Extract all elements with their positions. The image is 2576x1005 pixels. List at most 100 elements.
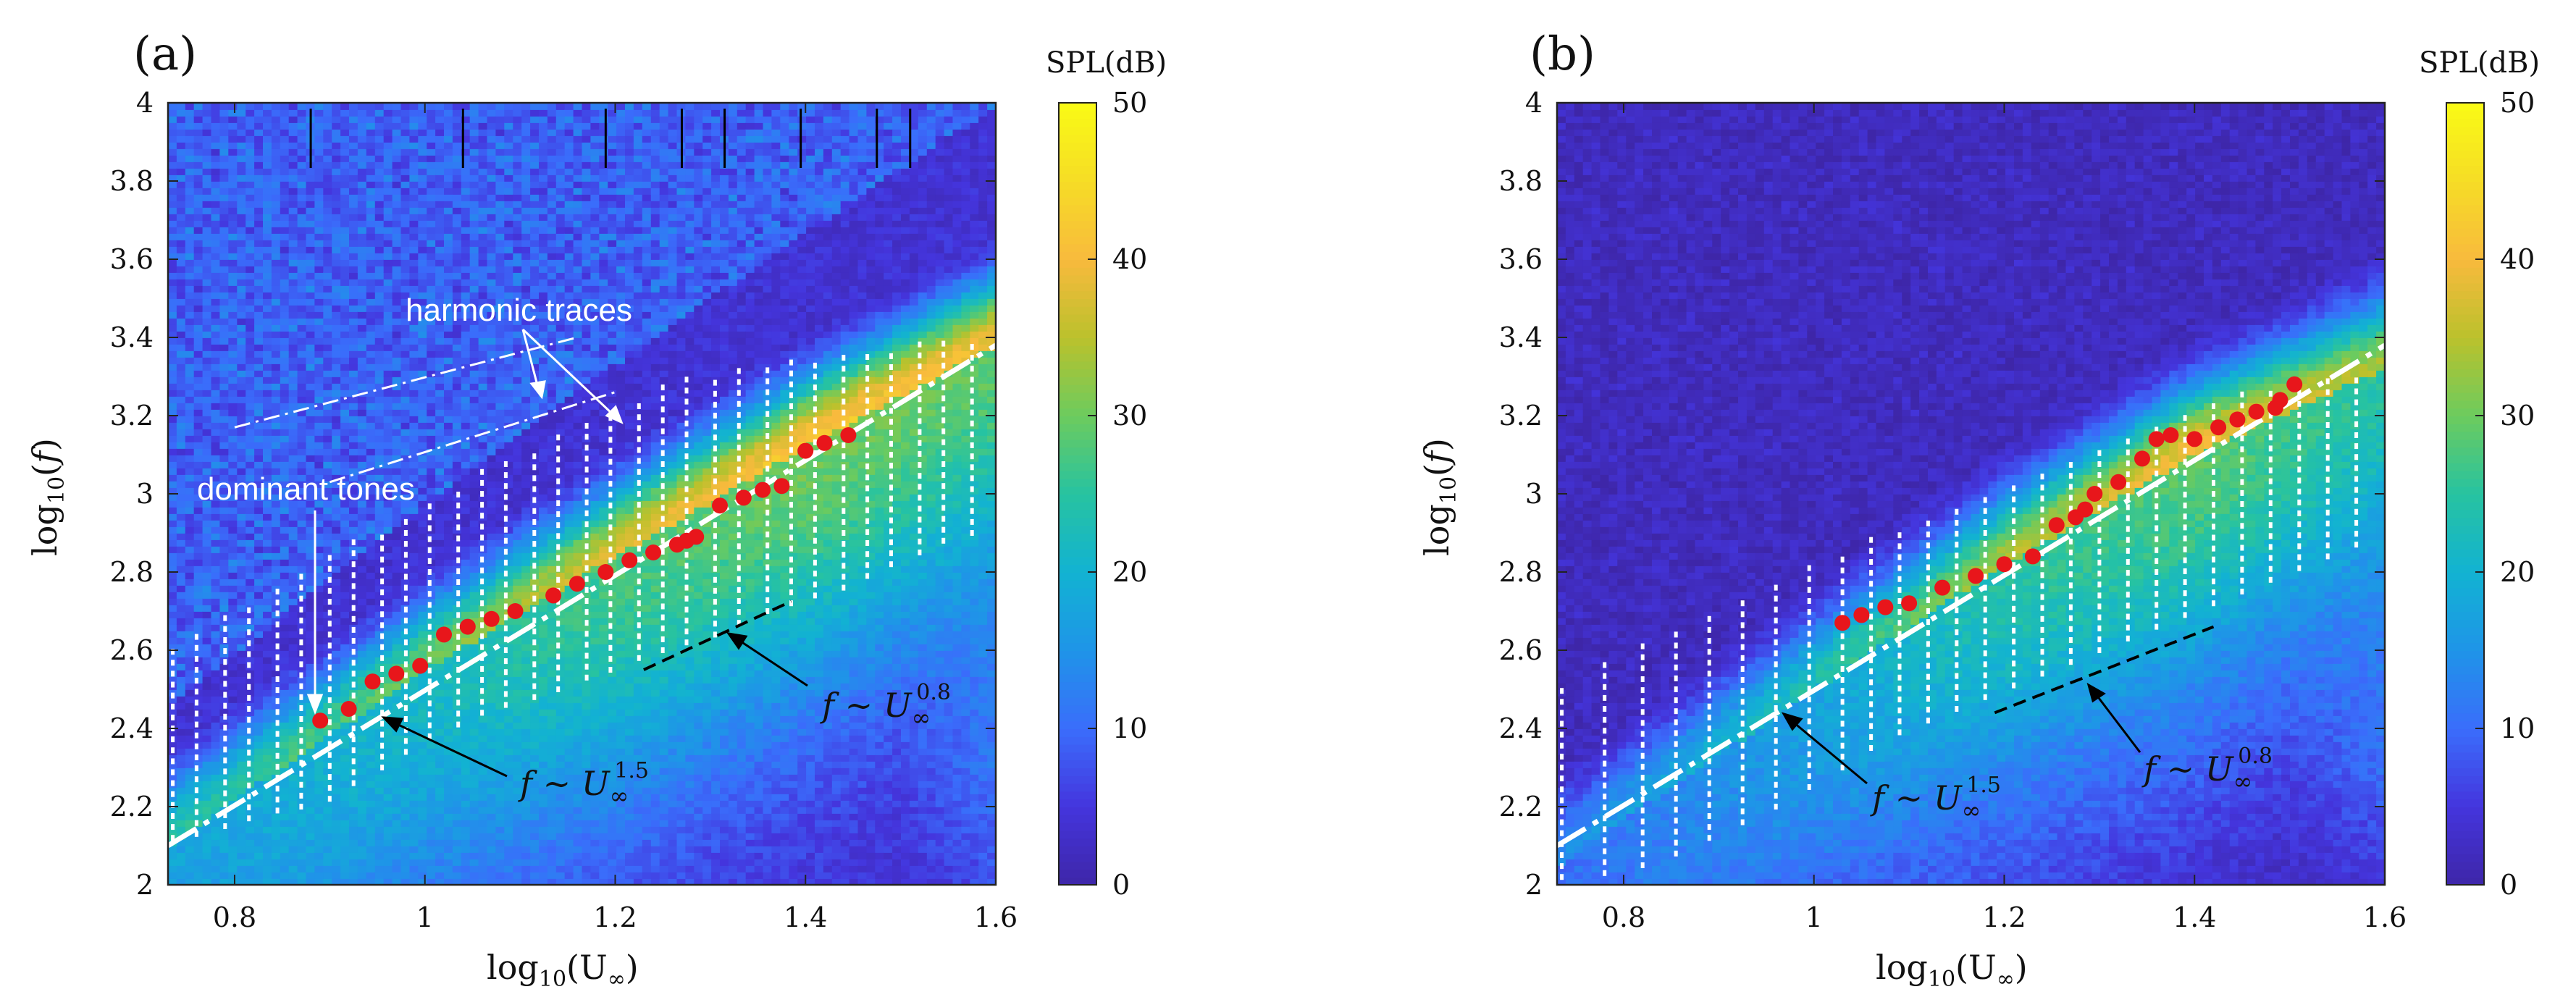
- heatmap-cell: [444, 455, 453, 462]
- heatmap-cell: [219, 227, 230, 234]
- heatmap-cell: [176, 794, 186, 801]
- heatmap-cell: [427, 350, 436, 358]
- heatmap-cell: [219, 526, 230, 534]
- heatmap-cell: [513, 585, 523, 592]
- heatmap-cell: [383, 448, 393, 455]
- heatmap-cell: [288, 311, 298, 319]
- heatmap-cell: [193, 474, 204, 482]
- heatmap-cell: [469, 103, 479, 110]
- heatmap-cell: [427, 155, 436, 162]
- heatmap-cell: [495, 214, 505, 221]
- heatmap-cell: [366, 494, 376, 501]
- heatmap-cell: [202, 709, 212, 716]
- heatmap-cell: [193, 142, 204, 149]
- heatmap-cell: [392, 129, 402, 136]
- heatmap-cell: [418, 331, 428, 338]
- heatmap-cell: [340, 507, 350, 514]
- heatmap-cell: [452, 605, 462, 612]
- heatmap-cell: [495, 722, 505, 729]
- heatmap-cell: [211, 214, 221, 221]
- heatmap-cell: [461, 129, 471, 136]
- heatmap-cell: [452, 240, 462, 247]
- heatmap-cell: [504, 155, 514, 162]
- heatmap-cell: [280, 383, 290, 390]
- heatmap-cell: [228, 644, 238, 651]
- heatmap-cell: [246, 214, 255, 221]
- heatmap-cell: [374, 741, 385, 749]
- heatmap-cell: [228, 174, 238, 182]
- heatmap-cell: [237, 670, 247, 677]
- heatmap-cell: [504, 442, 514, 449]
- heatmap-cell: [513, 103, 523, 110]
- heatmap-cell: [392, 403, 402, 410]
- heatmap-cell: [392, 259, 402, 266]
- heatmap-cell: [219, 318, 230, 325]
- heatmap-cell: [288, 689, 298, 697]
- heatmap-cell: [521, 500, 531, 508]
- heatmap-cell: [332, 846, 341, 853]
- heatmap-cell: [263, 689, 272, 697]
- heatmap-cell: [409, 820, 419, 827]
- heatmap-cell: [513, 872, 523, 879]
- heatmap-cell: [168, 872, 177, 879]
- heatmap-cell: [409, 318, 419, 325]
- heatmap-cell: [383, 188, 393, 195]
- heatmap-cell: [271, 233, 281, 240]
- heatmap-cell: [228, 311, 238, 319]
- heatmap-cell: [435, 298, 445, 306]
- heatmap-cell: [323, 878, 333, 885]
- heatmap-cell: [211, 520, 221, 527]
- heatmap-cell: [340, 370, 350, 377]
- heatmap-cell: [400, 455, 411, 462]
- heatmap-cell: [392, 611, 402, 618]
- heatmap-cell: [469, 474, 479, 482]
- heatmap-cell: [263, 227, 272, 234]
- heatmap-cell: [246, 768, 255, 775]
- heatmap-cell: [314, 702, 324, 710]
- heatmap-cell: [168, 455, 177, 462]
- heatmap-cell: [332, 500, 341, 508]
- heatmap-cell: [357, 631, 367, 638]
- heatmap-cell: [383, 794, 393, 801]
- heatmap-cell: [349, 520, 358, 527]
- heatmap-cell: [211, 565, 221, 573]
- heatmap-cell: [237, 865, 247, 872]
- heatmap-cell: [444, 754, 453, 762]
- heatmap-cell: [374, 109, 385, 117]
- heatmap-cell: [435, 455, 445, 462]
- heatmap-cell: [193, 520, 204, 527]
- heatmap-cell: [349, 292, 358, 299]
- heatmap-cell: [469, 311, 479, 319]
- heatmap-cell: [228, 396, 238, 403]
- heatmap-cell: [263, 735, 272, 742]
- heatmap-cell: [263, 754, 272, 762]
- heatmap-cell: [332, 324, 341, 332]
- heatmap-cell: [228, 285, 238, 293]
- heatmap-cell: [495, 474, 505, 482]
- heatmap-cell: [521, 709, 531, 716]
- heatmap-cell: [314, 207, 324, 214]
- heatmap-cell: [513, 546, 523, 553]
- heatmap-cell: [504, 709, 514, 716]
- heatmap-cell: [478, 194, 488, 201]
- heatmap-cell: [185, 220, 195, 227]
- heatmap-cell: [280, 526, 290, 534]
- heatmap-cell: [263, 331, 272, 338]
- heatmap-cell: [297, 787, 307, 794]
- heatmap-cell: [246, 201, 255, 208]
- heatmap-cell: [452, 337, 462, 345]
- heatmap-cell: [306, 337, 316, 345]
- heatmap-cell: [297, 422, 307, 429]
- heatmap-cell: [418, 637, 428, 644]
- heatmap-cell: [314, 122, 324, 130]
- heatmap-cell: [271, 442, 281, 449]
- heatmap-cell: [254, 390, 264, 397]
- heatmap-cell: [254, 807, 264, 814]
- heatmap-cell: [323, 350, 333, 358]
- heatmap-cell: [246, 500, 255, 508]
- heatmap-cell: [487, 579, 497, 586]
- heatmap-cell: [254, 155, 264, 162]
- heatmap-cell: [237, 663, 247, 670]
- heatmap-cell: [374, 148, 385, 156]
- heatmap-cell: [280, 272, 290, 279]
